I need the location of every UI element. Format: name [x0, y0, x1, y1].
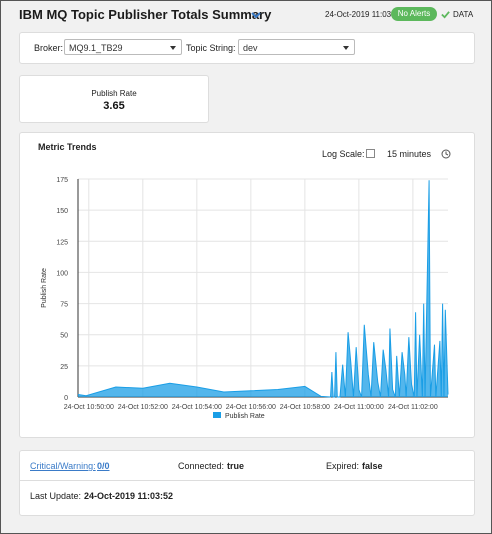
log-scale-label: Log Scale: — [322, 149, 365, 159]
y-tick-label: 75 — [60, 302, 68, 309]
publish-rate-kpi-card[interactable]: Publish Rate 3.65 — [19, 75, 209, 123]
kpi-label: Publish Rate — [91, 89, 137, 98]
data-ok-check-icon — [441, 11, 450, 19]
y-tick-label: 150 — [56, 208, 68, 215]
status-divider — [20, 480, 474, 481]
expired-label: Expired: — [326, 461, 360, 471]
status-panel: Critical/Warning: 0/0 Connected: true Ex… — [19, 450, 475, 516]
x-tick-label: 24-Oct 10:56:00 — [226, 404, 276, 411]
y-tick-label: 50 — [60, 333, 68, 340]
alert-status-badge: No Alerts — [391, 7, 437, 21]
broker-label: Broker: — [34, 43, 64, 53]
y-tick-label: 25 — [60, 364, 68, 371]
x-tick-label: 24-Oct 10:54:00 — [172, 404, 222, 411]
y-axis-label: Publish Rate — [41, 268, 48, 308]
broker-select-value: MQ9.1_TB29 — [69, 43, 123, 53]
series-line — [77, 180, 449, 398]
y-tick-label: 0 — [64, 395, 68, 402]
x-tick-label: 24-Oct 10:50:00 — [64, 404, 114, 411]
publish-rate-chart: 0 25 50 75 100 125 150 175 24-Oct 10:50:00 24-Oct… — [41, 177, 449, 420]
dropdown-arrow-icon — [343, 46, 349, 50]
clock-icon[interactable] — [441, 149, 451, 159]
page-title: IBM MQ Topic Publisher Totals Summary — [19, 7, 272, 22]
x-tick-label: 24-Oct 10:58:00 — [280, 404, 330, 411]
x-tick-label: 24-Oct 10:52:00 — [118, 404, 168, 411]
data-status-label: DATA — [453, 10, 474, 19]
expired-value: false — [362, 461, 383, 471]
log-scale-checkbox[interactable] — [366, 149, 375, 158]
last-update-label: Last Update: — [30, 491, 82, 501]
header-timestamp: 24-Oct-2019 11:03 — [325, 10, 392, 19]
y-tick-label: 100 — [56, 270, 68, 277]
x-tick-label: 24-Oct 11:00:00 — [334, 404, 384, 411]
metric-trends-panel: Metric Trends Log Scale: 15 minutes 0 25 5… — [19, 132, 475, 438]
topic-label: Topic String: — [186, 43, 236, 53]
legend-swatch — [213, 412, 221, 418]
last-update-value: 24-Oct-2019 11:03:52 — [84, 491, 174, 501]
chart-title: Metric Trends — [38, 142, 97, 152]
connected-label: Connected: — [178, 461, 225, 471]
y-tick-label: 125 — [56, 239, 68, 246]
topic-select[interactable]: dev — [238, 39, 355, 55]
legend-label: Publish Rate — [225, 413, 265, 420]
broker-select[interactable]: MQ9.1_TB29 — [64, 39, 182, 55]
critical-warning-link[interactable]: Critical/Warning: — [30, 461, 96, 471]
x-tick-label: 24-Oct 11:02:00 — [388, 404, 438, 411]
y-tick-label: 175 — [56, 177, 68, 184]
critical-warning-value[interactable]: 0/0 — [97, 461, 110, 471]
chevron-down-icon[interactable] — [249, 8, 263, 22]
kpi-value: 3.65 — [103, 100, 125, 112]
time-range-label[interactable]: 15 minutes — [387, 149, 432, 159]
dropdown-arrow-icon — [170, 46, 176, 50]
topic-select-value: dev — [243, 43, 258, 53]
filter-panel: Broker: MQ9.1_TB29 Topic String: dev — [19, 32, 475, 64]
connected-value: true — [227, 461, 245, 471]
series-area — [78, 180, 448, 397]
